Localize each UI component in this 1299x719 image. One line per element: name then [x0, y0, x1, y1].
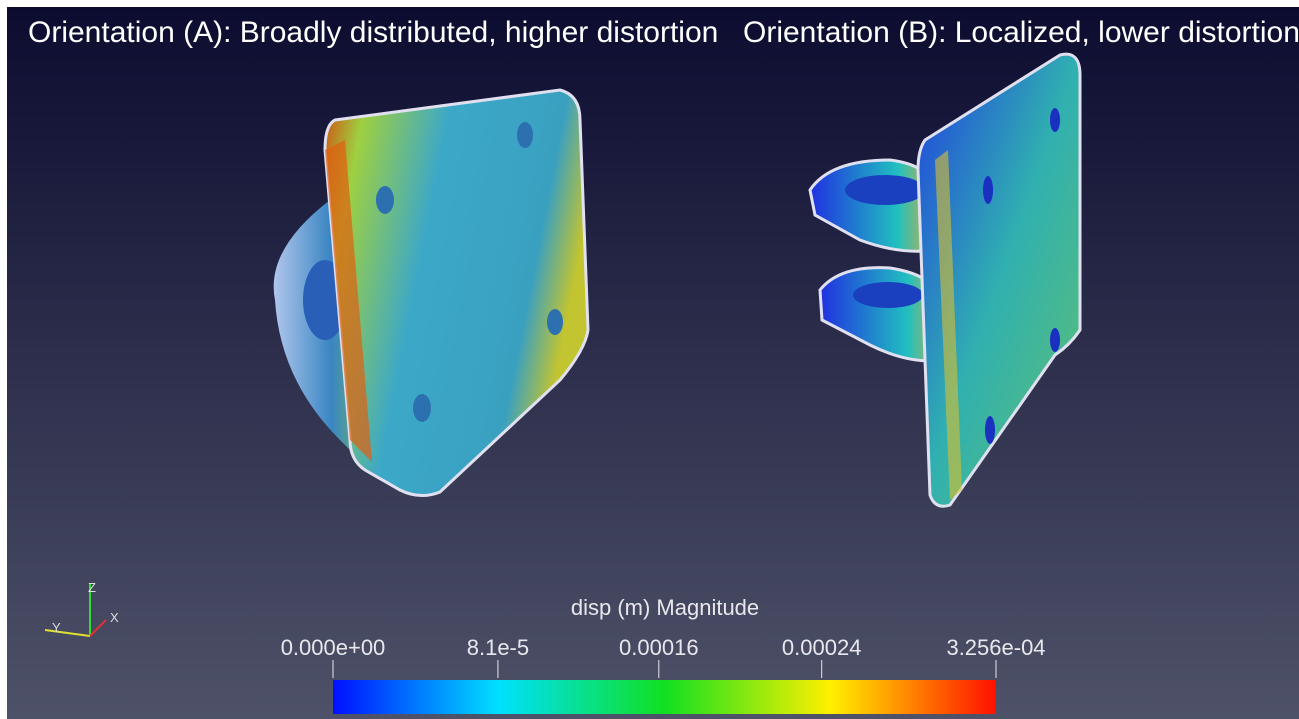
colorbar-tick-label: 8.1e-5	[467, 635, 529, 660]
caption-a: Orientation (A): Broadly distributed, hi…	[28, 16, 718, 49]
axis-y-label: Y	[52, 620, 61, 635]
colorbar-tick-label: 3.256e-04	[946, 635, 1045, 660]
axis-x-label: X	[110, 610, 119, 625]
colorbar-title: disp (m) Magnitude	[571, 595, 759, 620]
caption-b: Orientation (B): Localized, lower distor…	[743, 16, 1299, 49]
viewer: Orientation (A): Broadly distributed, hi…	[0, 0, 1299, 719]
colorbar-tick-label: 0.00016	[619, 635, 699, 660]
axis-z-label: Z	[88, 580, 96, 595]
colorbar-tick-label: 0.00024	[782, 635, 862, 660]
colorbar	[333, 680, 996, 714]
colorbar-tick-label: 0.000e+00	[281, 635, 386, 660]
render-view: Orientation (A): Broadly distributed, hi…	[0, 0, 1299, 719]
